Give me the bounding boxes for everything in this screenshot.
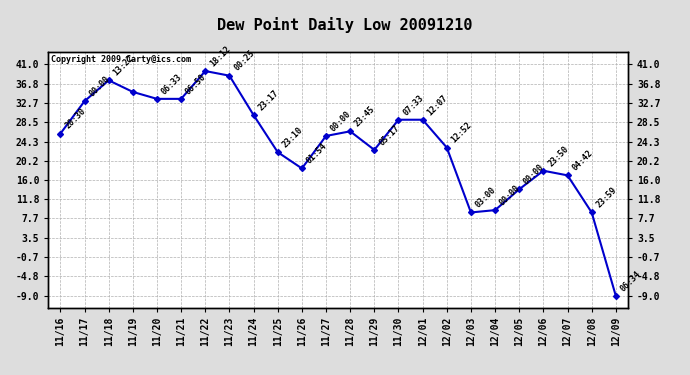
Text: 06:50: 06:50 [184,72,208,96]
Text: 23:10: 23:10 [281,125,304,149]
Text: 12:52: 12:52 [450,121,473,145]
Text: 05:17: 05:17 [377,123,401,147]
Text: 00:00: 00:00 [522,162,546,186]
Text: 01:54: 01:54 [305,142,328,166]
Text: 00:00: 00:00 [88,74,111,98]
Text: 06:33: 06:33 [160,72,184,96]
Text: 13:22: 13:22 [112,54,135,78]
Text: 23:50: 23:50 [546,144,570,168]
Text: 23:45: 23:45 [353,105,377,129]
Text: 00:00: 00:00 [498,183,522,207]
Text: 12:07: 12:07 [426,93,449,117]
Text: 18:12: 18:12 [208,44,232,68]
Text: 23:59: 23:59 [595,186,618,210]
Text: Dew Point Daily Low 20091210: Dew Point Daily Low 20091210 [217,17,473,33]
Text: 20:30: 20:30 [63,107,87,131]
Text: 00:25: 00:25 [233,49,256,73]
Text: 04:42: 04:42 [571,148,594,172]
Text: 03:00: 03:00 [474,186,497,210]
Text: 00:00: 00:00 [329,109,353,133]
Text: 06:34: 06:34 [619,269,642,293]
Text: Copyright 2009 Carty@ics.com: Copyright 2009 Carty@ics.com [51,55,191,64]
Text: 23:17: 23:17 [257,88,280,112]
Text: 07:33: 07:33 [402,93,425,117]
